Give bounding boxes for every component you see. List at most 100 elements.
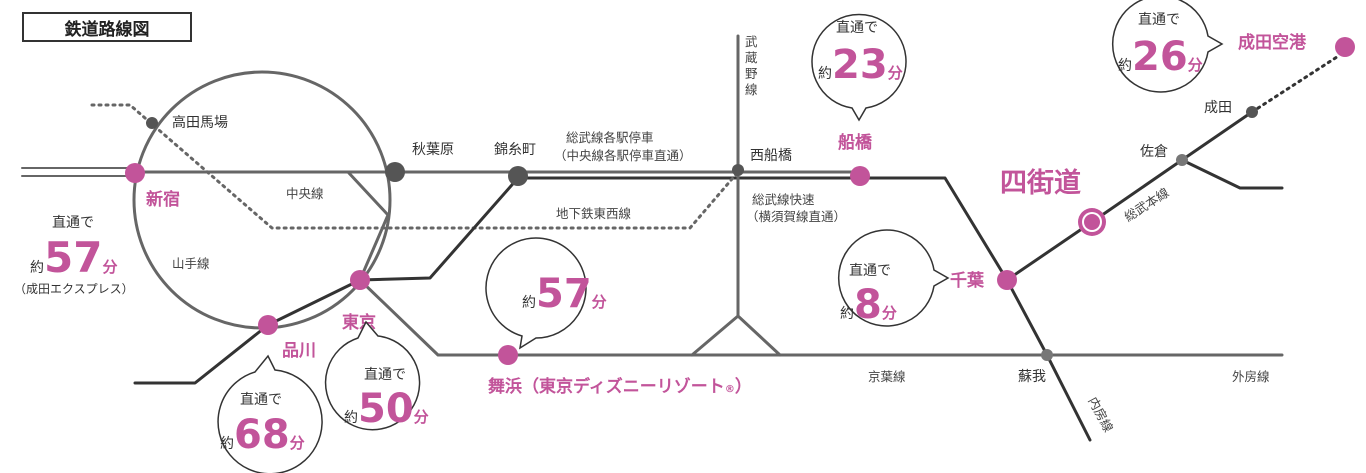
narita-airport-bubble [1111, 0, 1224, 93]
funabashi-time-prefix: 約 [818, 66, 832, 82]
maihama-label: 舞浜（東京ディズニーリゾート®） [488, 376, 752, 397]
musashino-label-1: 武 [745, 34, 758, 49]
tozai-line [90, 103, 740, 230]
shinjuku-direct-label: 直通で [52, 214, 94, 231]
funabashi-dot [850, 166, 870, 186]
chiba-direct-label: 直通で [849, 262, 891, 279]
chuo-line-to-tokyo [286, 170, 390, 282]
nishifunabashi-dot [732, 164, 744, 176]
musashino-label-3: 野 [745, 66, 758, 81]
sobu-local-label-2: （中央線各駅停車直通） [554, 148, 692, 163]
yotsukaido-dot-inner [1084, 214, 1100, 230]
takadanobaba-label: 高田馬場 [172, 114, 228, 131]
tokyo-direct-label: 直通で [364, 366, 406, 383]
narita-airport-time-unit: 分 [1188, 56, 1203, 74]
sobu-main-line-label: 総武本線 [1121, 184, 1172, 224]
narita-airport-time-prefix: 約 [1118, 58, 1132, 74]
sakura-dot [1176, 154, 1188, 166]
shinagawa-time-num: 68 [234, 412, 290, 458]
tokyo-time: 約50分 [344, 386, 429, 432]
tokyo-time-num: 50 [358, 386, 414, 432]
bubble-texts: 直通で 約57分 （成田エクスプレス） 直通で 約23分 直通で 約26分 約5… [14, 11, 1203, 458]
narita-airport-time-num: 26 [1132, 34, 1188, 80]
chuo-line-label: 中央線 [286, 186, 324, 201]
maihama-time: 約57分 [522, 271, 607, 317]
shinagawa-direct-label: 直通で [240, 391, 282, 408]
yamanote-line-label: 山手線 [172, 256, 210, 271]
narita-line [1180, 110, 1254, 162]
tokaido-line [133, 278, 362, 385]
shinagawa-time-prefix: 約 [220, 436, 234, 452]
shinagawa-dot [258, 315, 278, 335]
yotsukaido-label: 四街道 [1000, 167, 1081, 199]
uchibo-line-label: 内房線 [1085, 394, 1116, 435]
narita-airport-label: 成田空港 [1238, 32, 1307, 53]
funabashi-time: 約23分 [818, 42, 903, 88]
map-title: 鉄道路線図 [22, 12, 192, 42]
shinagawa-label: 品川 [282, 341, 316, 361]
sobu-rapid-to-chiba [858, 176, 1009, 282]
shinjuku-label: 新宿 [146, 189, 180, 210]
maihama-time-prefix: 約 [522, 295, 536, 311]
narita-airport-time: 約26分 [1118, 34, 1203, 80]
maihama-label-close: ） [735, 376, 752, 397]
chiba-time-prefix: 約 [840, 306, 854, 322]
shinjuku-time-prefix: 約 [30, 260, 44, 276]
chiba-time-unit: 分 [882, 304, 897, 322]
soga-label: 蘇我 [1018, 369, 1046, 385]
narita-airport-dot [1335, 37, 1355, 57]
funabashi-time-unit: 分 [888, 64, 903, 82]
maihama-registered-mark: ® [725, 384, 735, 395]
shinjuku-time: 約57分 [30, 233, 117, 282]
akihabara-dot [385, 162, 405, 182]
chiba-time: 約8分 [840, 282, 897, 328]
sobu-local-label-1: 総武線各駅停車 [566, 130, 654, 145]
chiba-bubble [837, 229, 950, 327]
shinjuku-dot [125, 163, 145, 183]
maihama-bubble [485, 237, 587, 350]
tokyo-dot [350, 270, 370, 290]
maihama-label-text: 舞浜（東京ディズニーリゾート [488, 376, 725, 397]
nishifunabashi-label: 西船橋 [750, 148, 792, 164]
chiba-dot [997, 270, 1017, 290]
sobu-rapid-label-1: 総武線快速 [752, 192, 815, 207]
shinagawa-time: 約68分 [220, 412, 305, 458]
narita-airport-line [1250, 53, 1342, 114]
funabashi-time-num: 23 [832, 42, 888, 88]
maihama-dot [498, 345, 518, 365]
chiba-label: 千葉 [950, 270, 985, 291]
musashino-fork [690, 314, 782, 357]
sotobo-line-label: 外房線 [1232, 369, 1270, 384]
tokyo-bubble [324, 320, 421, 431]
sobu-rapid-to-tokyo [358, 176, 520, 282]
funabashi-label: 船橋 [838, 132, 873, 153]
sakura-label: 佐倉 [1140, 144, 1168, 160]
keiyo-line [358, 278, 1284, 357]
musashino-label-4: 線 [745, 82, 758, 97]
station-dots [125, 37, 1355, 365]
kinshicho-label: 錦糸町 [494, 141, 536, 158]
funabashi-direct-label: 直通で [836, 19, 878, 36]
soga-dot [1041, 349, 1053, 361]
shinagawa-time-unit: 分 [290, 434, 305, 452]
shinagawa-bubble [217, 354, 323, 473]
callout-bubbles [217, 0, 1224, 473]
kinshicho-dot [508, 166, 528, 186]
narita-label: 成田 [1204, 100, 1232, 116]
chiba-time-num: 8 [854, 282, 882, 328]
funabashi-bubble [811, 13, 907, 122]
maihama-time-num: 57 [536, 271, 592, 317]
maihama-time-unit: 分 [592, 293, 607, 311]
narita-airport-direct-label: 直通で [1138, 11, 1180, 28]
sobu-main-east [1180, 158, 1284, 190]
akihabara-label: 秋葉原 [412, 142, 454, 158]
shinjuku-express-note: （成田エクスプレス） [14, 282, 134, 296]
narita-dot [1246, 106, 1258, 118]
station-labels: 高田馬場 秋葉原 錦糸町 西船橋 蘇我 佐倉 成田 新宿 東京 品川 船橋 千葉… [146, 32, 1307, 397]
shinjuku-time-num: 57 [44, 233, 102, 282]
keiyo-line-label: 京葉線 [868, 369, 906, 384]
sobu-rapid-label-2: （横須賀線直通） [746, 209, 846, 224]
tokyo-time-unit: 分 [414, 408, 429, 426]
musashino-label-2: 蔵 [745, 50, 758, 65]
